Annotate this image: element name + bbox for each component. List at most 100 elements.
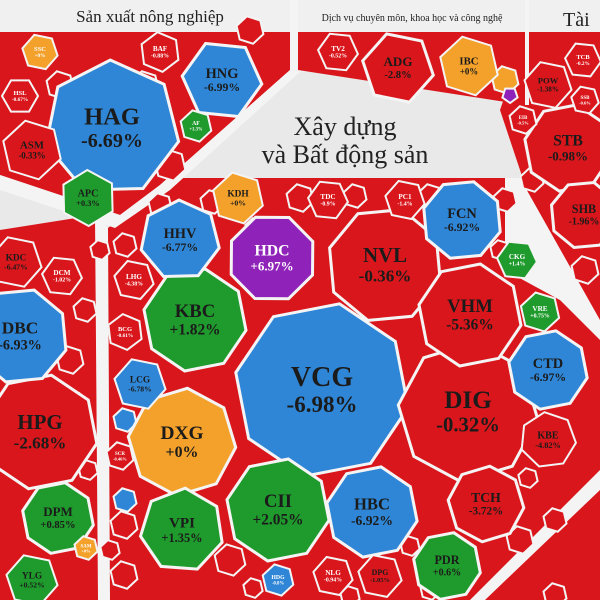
stock-ticker-eib: EIB bbox=[519, 116, 528, 121]
stock-change-lcg: -6.78% bbox=[128, 384, 152, 393]
stock-ticker-tcb: TCB bbox=[576, 54, 590, 61]
sector-title-bg-1 bbox=[298, 0, 525, 32]
stock-ticker-sam: SAM bbox=[80, 544, 91, 549]
filler-cell bbox=[242, 577, 264, 599]
stock-cell-hag[interactable] bbox=[44, 58, 181, 192]
stock-cell-tch[interactable] bbox=[446, 464, 526, 544]
stock-change-kbc: +1.82% bbox=[169, 322, 220, 339]
stock-change-dxg: +0% bbox=[166, 444, 199, 461]
stock-cell-dpm[interactable] bbox=[21, 481, 95, 555]
stock-change-tdc: -0.9% bbox=[320, 202, 335, 208]
stock-change-af: +1.3% bbox=[189, 127, 203, 132]
stock-change-dpm: +0.85% bbox=[40, 520, 75, 531]
stock-cell-ckg[interactable] bbox=[495, 240, 539, 280]
stock-cell-af[interactable] bbox=[179, 109, 213, 143]
stock-cell-pow[interactable] bbox=[523, 61, 573, 109]
stock-ticker-kbc: KBC bbox=[175, 301, 216, 322]
stock-change-cii: +2.05% bbox=[252, 512, 303, 529]
stock-cell-nlg[interactable] bbox=[312, 555, 354, 597]
stock-cell-adg[interactable] bbox=[361, 32, 435, 104]
stock-cell-kdh[interactable] bbox=[212, 171, 264, 225]
stock-ticker-hdg: HDG bbox=[271, 575, 285, 581]
stock-ticker-kdh: KDH bbox=[227, 190, 249, 200]
stock-cell-lcg[interactable] bbox=[113, 358, 167, 410]
stock-cell-sam[interactable] bbox=[73, 535, 99, 561]
stock-change-tv2: -0.52% bbox=[329, 54, 347, 60]
stock-change-bcg: -0.61% bbox=[117, 333, 133, 339]
sector-title-construction-line1: Xây dựng bbox=[294, 112, 397, 141]
stock-change-ckg: +1.4% bbox=[509, 262, 526, 268]
stock-cell-vpi[interactable] bbox=[138, 486, 224, 571]
stock-cell-pdr[interactable] bbox=[412, 531, 482, 600]
stock-cell-ssc[interactable] bbox=[21, 33, 59, 71]
stock-ticker-ssb: SSB bbox=[581, 96, 591, 101]
stock-change-hag: -6.69% bbox=[81, 130, 143, 152]
stock-change-pdr: +0.6% bbox=[433, 568, 461, 579]
stock-cell-hdc[interactable] bbox=[229, 215, 315, 301]
stock-cell-tdc[interactable] bbox=[306, 180, 350, 220]
stock-cell-ctd[interactable] bbox=[507, 329, 589, 411]
stock-change-hpg: -2.68% bbox=[14, 433, 67, 452]
stock-ticker-tch: TCH bbox=[471, 490, 501, 505]
stock-cell-lhg[interactable] bbox=[113, 259, 155, 301]
stock-cell-kbc[interactable] bbox=[142, 267, 248, 373]
filler-cell bbox=[109, 560, 139, 590]
stock-ticker-cii: CII bbox=[264, 491, 292, 512]
stock-change-vre: +0.75% bbox=[530, 314, 550, 320]
stock-cell-vhm[interactable] bbox=[417, 262, 523, 368]
stock-change-ssc: +0% bbox=[35, 53, 46, 59]
stock-cell-tv2[interactable] bbox=[316, 32, 360, 72]
stock-ticker-pc1: PC1 bbox=[398, 193, 412, 201]
stock-cell-ibc[interactable] bbox=[439, 35, 499, 97]
stock-cell-kbe[interactable] bbox=[520, 411, 578, 468]
filler-cell bbox=[112, 407, 138, 433]
stock-change-hdc: +6.97% bbox=[250, 258, 293, 273]
stock-cell-dpg[interactable] bbox=[357, 554, 403, 598]
stock-ticker-vcg: VCG bbox=[291, 362, 353, 393]
stock-cell-vre[interactable] bbox=[519, 291, 561, 333]
stock-cell-pc1[interactable] bbox=[384, 179, 426, 221]
stock-cell-kdc[interactable] bbox=[0, 236, 43, 288]
stock-ticker-ssc: SSC bbox=[34, 46, 46, 53]
stock-ticker-ibc: IBC bbox=[459, 55, 478, 67]
stock-ticker-lcg: LCG bbox=[130, 376, 151, 386]
stock-ticker-dpm: DPM bbox=[43, 504, 73, 519]
stock-ticker-pow: POW bbox=[538, 76, 559, 86]
stock-cell-cii[interactable] bbox=[225, 457, 331, 563]
filler-cell bbox=[213, 543, 247, 577]
stock-cell-ylg[interactable] bbox=[5, 554, 59, 600]
stock-cell-ssb[interactable] bbox=[570, 85, 600, 115]
stock-cell-tcb[interactable] bbox=[563, 42, 600, 78]
stock-ticker-hng: HNG bbox=[206, 66, 239, 82]
stock-cell-vcg[interactable] bbox=[234, 302, 410, 478]
stock-cell-hdg[interactable] bbox=[261, 563, 295, 597]
stock-change-shb: -1.96% bbox=[569, 217, 600, 228]
stock-cell-baf[interactable] bbox=[140, 31, 180, 73]
stock-ticker-af: AF bbox=[192, 121, 200, 127]
stock-cell-hsl[interactable] bbox=[0, 79, 40, 113]
stock-change-vhm: -5.36% bbox=[446, 317, 493, 334]
filler-cell bbox=[99, 539, 121, 561]
stock-change-stb: -0.98% bbox=[548, 148, 588, 163]
stock-ticker-shb: SHB bbox=[572, 202, 596, 216]
stock-change-asm: -0.33% bbox=[18, 150, 45, 160]
stock-cell-apc[interactable] bbox=[62, 168, 114, 228]
stock-cell-dcm[interactable] bbox=[40, 256, 84, 296]
stock-cell-scr[interactable] bbox=[105, 441, 135, 471]
stock-change-ylg: +0.52% bbox=[19, 580, 45, 589]
stock-change-ctd: -6.97% bbox=[530, 370, 566, 384]
stock-change-hng: -6.99% bbox=[204, 80, 240, 94]
stock-cell-dbc[interactable] bbox=[0, 288, 68, 384]
stock-cell-hng[interactable] bbox=[180, 41, 264, 119]
stock-ticker-apc: APC bbox=[78, 188, 99, 199]
stock-cell-bcg[interactable] bbox=[107, 312, 143, 352]
stock-cell-dxg[interactable] bbox=[126, 386, 238, 498]
stock-cell-asm[interactable] bbox=[2, 119, 62, 181]
separator-top-a bbox=[290, 0, 298, 70]
stock-cell-hhv[interactable] bbox=[139, 198, 221, 279]
stock-change-hhv: -6.77% bbox=[162, 240, 198, 254]
stock-cell-eib[interactable] bbox=[508, 105, 538, 135]
stock-cell-shb[interactable] bbox=[549, 180, 600, 250]
stock-change-lhg: -4.38% bbox=[125, 282, 143, 288]
stock-cell-fcn[interactable] bbox=[422, 180, 502, 260]
